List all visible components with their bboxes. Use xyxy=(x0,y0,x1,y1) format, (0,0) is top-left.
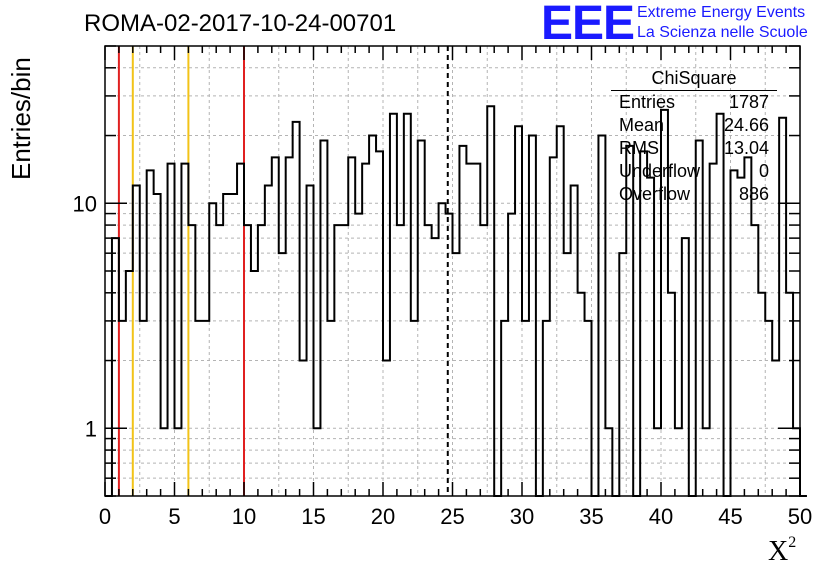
stats-label: Entries xyxy=(619,92,676,112)
stats-value: 1787 xyxy=(728,92,769,112)
x-tick-label: 35 xyxy=(579,504,603,529)
x-tick-label: 30 xyxy=(510,504,534,529)
logo-caption-line2: La Scienza nelle Scuole xyxy=(637,24,808,41)
stats-title: ChiSquare xyxy=(611,66,777,91)
stats-row-rms: RMS 13.04 xyxy=(611,137,777,160)
logo-caption: Extreme Energy Events La Scienza nelle S… xyxy=(637,3,808,43)
y-tick-label: 1 xyxy=(85,416,97,441)
x-tick-label: 25 xyxy=(440,504,464,529)
x-tick-label: 0 xyxy=(99,504,111,529)
stats-label: Underflow xyxy=(619,161,701,181)
x-axis-label-text: X xyxy=(768,536,789,567)
y-tick-label: 10 xyxy=(73,191,97,216)
stats-row-entries: Entries 1787 xyxy=(611,91,777,114)
chart-title: ROMA-02-2017-10-24-00701 xyxy=(84,10,397,37)
x-tick-label: 10 xyxy=(232,504,256,529)
stats-value: 13.04 xyxy=(723,138,769,158)
x-tick-label: 5 xyxy=(168,504,180,529)
x-axis-label: X2 xyxy=(768,534,797,568)
axis-tick-labels: 0 5 10 15 20 25 30 35 40 45 50 1 10 xyxy=(73,191,813,529)
stats-row-overflow: Overflow 886 xyxy=(611,183,777,206)
x-axis-label-superscript: 2 xyxy=(788,534,797,551)
stats-value: 0 xyxy=(758,161,769,181)
stats-value: 24.66 xyxy=(723,115,769,135)
stats-label: Mean xyxy=(619,115,665,135)
stats-box: ChiSquare Entries 1787 Mean 24.66 RMS 13.04… xyxy=(611,66,777,206)
stats-value: 886 xyxy=(738,184,769,204)
x-tick-label: 40 xyxy=(649,504,673,529)
axis-ticks xyxy=(104,45,801,497)
logo-caption-line1: Extreme Energy Events xyxy=(637,4,806,21)
x-tick-label: 15 xyxy=(301,504,325,529)
stats-label: RMS xyxy=(619,138,659,158)
stats-label: Overflow xyxy=(619,184,691,204)
eee-logo: EEE xyxy=(541,0,635,50)
stats-row-mean: Mean 24.66 xyxy=(611,114,777,137)
x-tick-label: 45 xyxy=(718,504,742,529)
stats-row-underflow: Underflow 0 xyxy=(611,160,777,183)
x-tick-label: 50 xyxy=(788,504,812,529)
y-axis-label: Entries/bin xyxy=(6,57,36,180)
x-tick-label: 20 xyxy=(371,504,395,529)
